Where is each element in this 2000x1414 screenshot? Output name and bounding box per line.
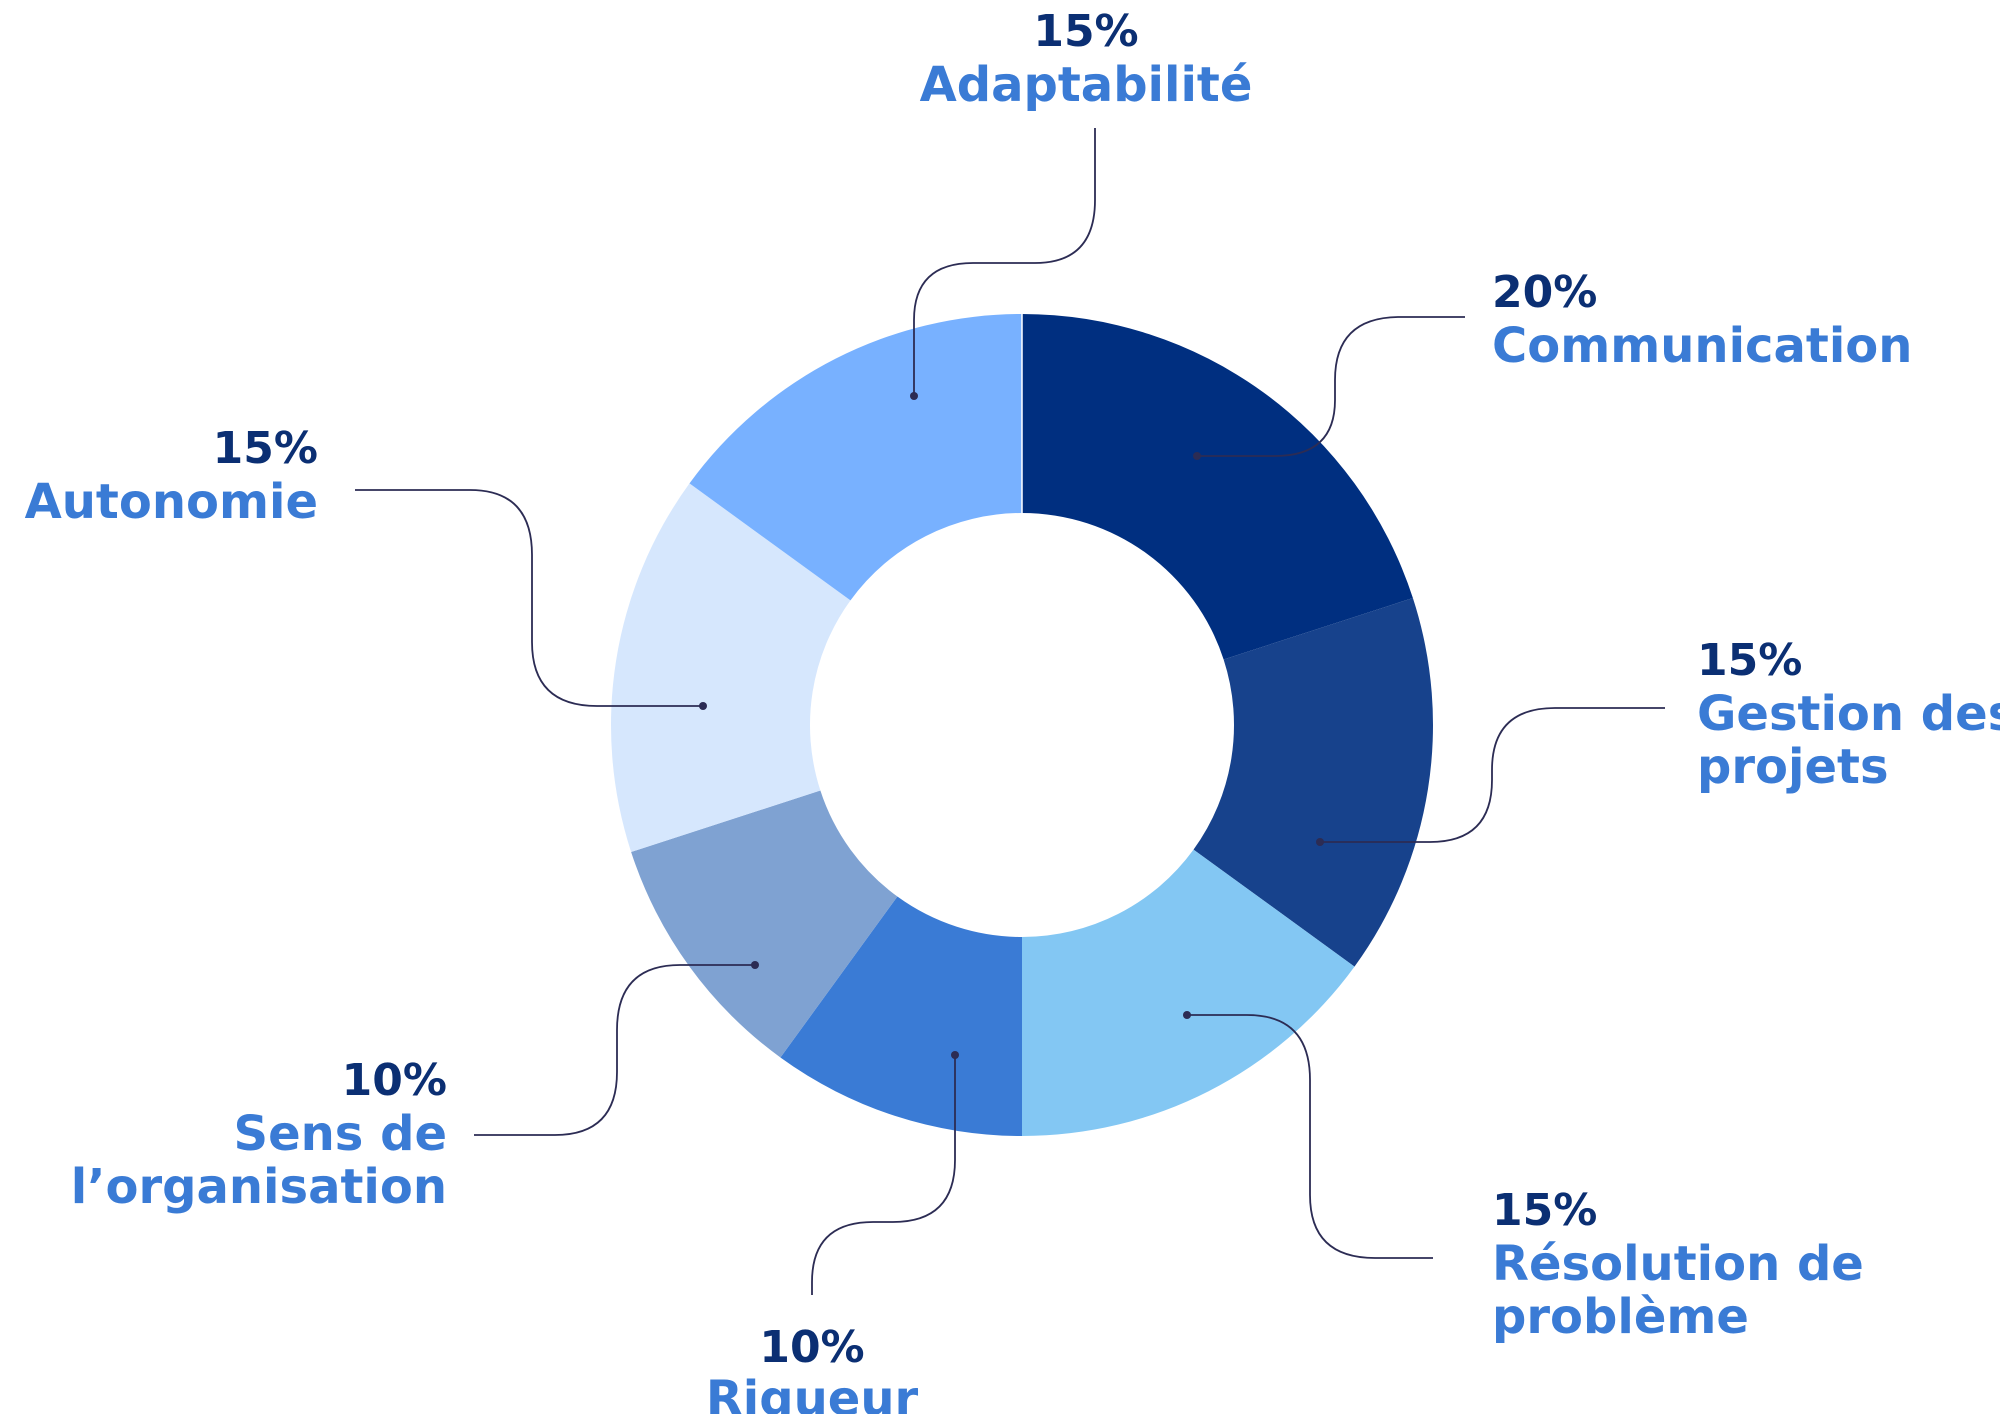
category-label-sens-de-l-organisation-line-1: Sens de bbox=[234, 1106, 448, 1162]
leader-dot-communication bbox=[1193, 452, 1201, 460]
percent-label-autonomie: 15% bbox=[213, 423, 318, 474]
leader-line-sens-de-l-organisation bbox=[474, 964, 755, 1136]
leader-dot-gestion-des-projets bbox=[1316, 838, 1324, 846]
leader-lines bbox=[355, 128, 1665, 1295]
label-rigueur: 10%Rigueur bbox=[706, 1322, 919, 1414]
percent-label-resolution-de-probleme: 15% bbox=[1492, 1185, 1597, 1236]
leader-dot-autonomie bbox=[699, 702, 707, 710]
category-label-adaptabilite: Adaptabilité bbox=[920, 57, 1253, 113]
category-label-communication: Communication bbox=[1492, 318, 1912, 374]
percent-label-sens-de-l-organisation: 10% bbox=[342, 1055, 447, 1106]
percent-label-adaptabilite: 15% bbox=[1033, 6, 1138, 57]
category-label-resolution-de-probleme-line-2: problème bbox=[1492, 1289, 1749, 1345]
slice-gestion-des-projets bbox=[1193, 597, 1433, 967]
slice-rigueur bbox=[780, 896, 1022, 1136]
label-communication: 20%Communication bbox=[1492, 267, 1912, 374]
slice-adaptabilite bbox=[689, 314, 1022, 601]
leader-dot-resolution-de-probleme bbox=[1183, 1011, 1191, 1019]
slice-communication bbox=[1022, 314, 1413, 660]
label-autonomie: 15%Autonomie bbox=[25, 423, 318, 530]
percent-label-gestion-des-projets: 15% bbox=[1697, 635, 1802, 686]
percent-label-communication: 20% bbox=[1492, 267, 1597, 318]
leader-dot-rigueur bbox=[951, 1051, 959, 1059]
category-label-autonomie: Autonomie bbox=[25, 474, 318, 530]
label-sens-de-l-organisation: 10%Sens del’organisation bbox=[71, 1055, 447, 1215]
label-adaptabilite: 15%Adaptabilité bbox=[920, 6, 1253, 113]
slice-resolution-de-probleme bbox=[1022, 849, 1355, 1136]
slice-autonomie bbox=[611, 483, 851, 853]
leader-line-resolution-de-probleme bbox=[1187, 1014, 1433, 1259]
leader-line-adaptabilite bbox=[913, 128, 1096, 396]
leader-line-autonomie bbox=[355, 489, 703, 707]
leader-line-gestion-des-projets bbox=[1320, 707, 1665, 843]
slice-sens-de-l-organisation bbox=[631, 790, 898, 1058]
leader-line-communication bbox=[1197, 316, 1465, 457]
category-label-gestion-des-projets-line-2: projets bbox=[1697, 739, 1889, 795]
leader-line-rigueur bbox=[811, 1055, 956, 1295]
percent-label-rigueur: 10% bbox=[759, 1322, 864, 1373]
donut-slices bbox=[611, 314, 1433, 1136]
category-label-rigueur: Rigueur bbox=[706, 1371, 919, 1414]
leader-dot-adaptabilite bbox=[910, 392, 918, 400]
category-label-resolution-de-probleme-line-1: Résolution de bbox=[1492, 1236, 1864, 1292]
category-label-gestion-des-projets-line-1: Gestion des bbox=[1697, 686, 2000, 742]
leader-dot-sens-de-l-organisation bbox=[751, 961, 759, 969]
category-label-sens-de-l-organisation-line-2: l’organisation bbox=[71, 1159, 447, 1215]
